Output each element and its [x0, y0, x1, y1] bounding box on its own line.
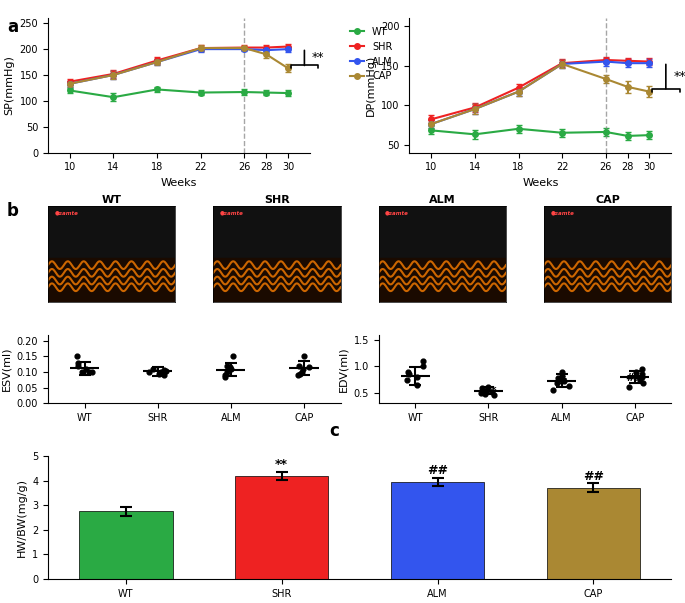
- Bar: [544, 259, 671, 302]
- Point: [227, 352, 238, 361]
- Point: [482, 385, 493, 395]
- Text: a: a: [7, 18, 18, 36]
- Point: [73, 358, 84, 367]
- Point: [299, 352, 310, 361]
- Point: [556, 371, 567, 380]
- Bar: [235, 476, 328, 579]
- Title: SHR: SHR: [264, 195, 290, 205]
- Point: [563, 382, 574, 391]
- Point: [144, 367, 155, 377]
- Point: [476, 388, 487, 397]
- Point: [637, 372, 648, 382]
- Y-axis label: ESV(ml): ESV(ml): [1, 347, 11, 391]
- Point: [226, 364, 237, 374]
- Text: b: b: [7, 202, 18, 220]
- Text: ●samte: ●samte: [385, 210, 409, 215]
- Point: [220, 370, 231, 380]
- Point: [160, 365, 171, 375]
- Point: [81, 364, 92, 374]
- Point: [292, 370, 303, 380]
- Point: [83, 367, 94, 377]
- Bar: [79, 511, 173, 579]
- Text: ##: ##: [625, 373, 644, 383]
- Point: [222, 361, 233, 371]
- Text: ●samte: ●samte: [551, 210, 574, 215]
- Text: **: **: [673, 70, 685, 83]
- Point: [636, 370, 647, 379]
- Point: [222, 367, 233, 377]
- Point: [557, 367, 568, 376]
- Point: [293, 361, 304, 371]
- Point: [638, 378, 649, 388]
- Point: [402, 367, 413, 376]
- Y-axis label: HW/BW(mg/g): HW/BW(mg/g): [16, 478, 27, 557]
- Point: [488, 391, 499, 400]
- Point: [404, 370, 415, 379]
- Point: [73, 361, 84, 371]
- Point: [158, 365, 169, 374]
- Bar: [48, 206, 175, 259]
- Bar: [379, 259, 506, 302]
- Point: [552, 378, 563, 388]
- Point: [486, 387, 497, 396]
- Point: [636, 364, 647, 374]
- X-axis label: Weeks: Weeks: [522, 178, 558, 188]
- Point: [483, 382, 494, 392]
- Text: #: #: [557, 376, 566, 387]
- Point: [303, 362, 314, 372]
- Point: [87, 367, 98, 377]
- Point: [559, 376, 570, 386]
- Y-axis label: DP(mmHg): DP(mmHg): [366, 55, 375, 116]
- Text: **: **: [275, 458, 288, 470]
- Bar: [48, 259, 175, 302]
- Point: [402, 374, 413, 384]
- Text: ●samte: ●samte: [220, 210, 244, 215]
- Point: [159, 370, 170, 380]
- Point: [156, 367, 167, 377]
- Point: [220, 372, 231, 382]
- Point: [624, 382, 635, 392]
- Point: [298, 364, 309, 374]
- Point: [412, 380, 423, 390]
- Point: [634, 374, 645, 384]
- Point: [479, 389, 490, 399]
- X-axis label: Weeks: Weeks: [161, 178, 197, 188]
- Y-axis label: EDV(ml): EDV(ml): [338, 346, 348, 392]
- Bar: [213, 259, 340, 302]
- Point: [631, 367, 642, 376]
- Point: [412, 372, 423, 382]
- Bar: [213, 206, 340, 259]
- Bar: [547, 488, 640, 579]
- Title: CAP: CAP: [595, 195, 620, 205]
- Point: [476, 384, 487, 393]
- Legend: WT, SHR, ALM, CAP: WT, SHR, ALM, CAP: [346, 23, 397, 85]
- Point: [71, 352, 82, 361]
- Point: [418, 361, 429, 371]
- Bar: [390, 482, 484, 579]
- Title: ALM: ALM: [429, 195, 456, 205]
- Point: [77, 367, 88, 377]
- Text: ##: ##: [427, 464, 448, 476]
- Point: [548, 385, 559, 395]
- Bar: [379, 206, 506, 259]
- Bar: [544, 206, 671, 259]
- Point: [295, 369, 306, 379]
- Text: **: **: [312, 51, 325, 65]
- Text: ***: ***: [479, 387, 497, 396]
- Point: [224, 362, 235, 372]
- Point: [154, 369, 165, 379]
- Title: WT: WT: [101, 195, 121, 205]
- Text: ●samte: ●samte: [54, 210, 78, 215]
- Y-axis label: SP(mmHg): SP(mmHg): [4, 55, 14, 115]
- Point: [418, 356, 429, 366]
- Point: [296, 367, 307, 377]
- Point: [147, 364, 158, 374]
- Point: [553, 373, 564, 383]
- Text: ##: ##: [583, 470, 604, 482]
- Text: c: c: [329, 422, 338, 440]
